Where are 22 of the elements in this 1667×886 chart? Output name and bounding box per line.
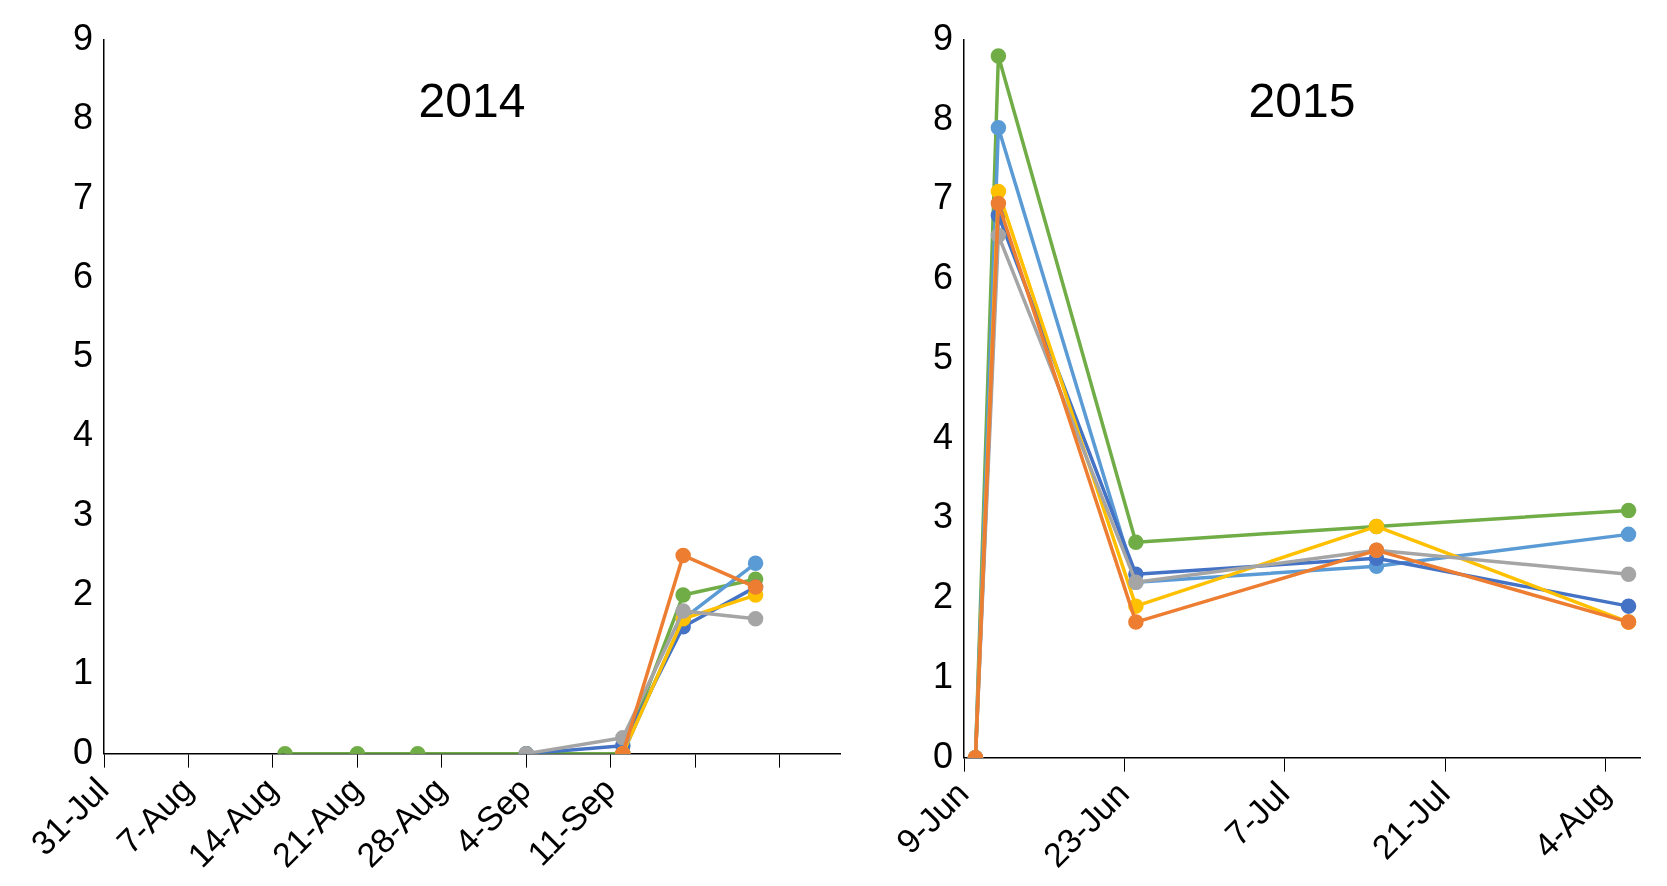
y-tick-label: 6 — [932, 256, 954, 298]
y-tick-label: 7 — [72, 175, 94, 217]
y-tick-label: 4 — [932, 415, 954, 457]
y-tick-label: 6 — [72, 254, 94, 296]
y-tick-label: 5 — [72, 334, 94, 376]
text: 2014 — [418, 74, 526, 128]
y-tick-label: 8 — [72, 96, 94, 138]
y-tick-label: 1 — [72, 651, 94, 693]
y-tick-label: 9 — [932, 16, 954, 58]
y-tick-label: 2 — [932, 575, 954, 617]
y-tick-label: 0 — [72, 730, 94, 772]
y-tick-label: 8 — [932, 96, 954, 138]
y-tick-label: 7 — [932, 176, 954, 218]
y-tick-label: 3 — [72, 492, 94, 534]
text: 2015 — [1248, 74, 1356, 128]
y-tick-label: 2 — [72, 571, 94, 613]
y-tick-label: 0 — [932, 734, 954, 776]
y-tick-label: 5 — [932, 335, 954, 377]
y-tick-label: 3 — [932, 495, 954, 537]
y-tick-label: 9 — [72, 16, 94, 58]
y-tick-label: 4 — [72, 413, 94, 455]
y-tick-label: 1 — [932, 654, 954, 696]
